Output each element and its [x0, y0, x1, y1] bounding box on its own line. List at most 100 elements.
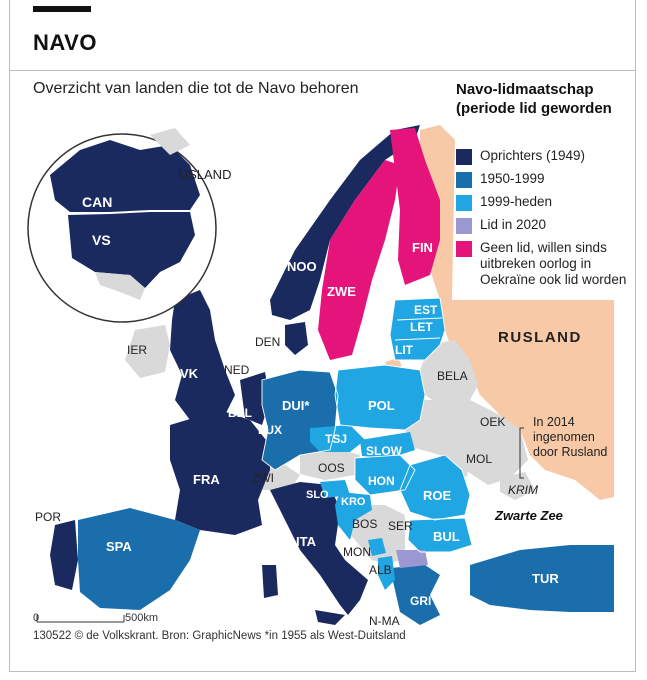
russia-region — [420, 125, 614, 500]
bulgaria-region — [408, 518, 472, 552]
label-ita: ITA — [296, 534, 317, 549]
north-macedonia-region — [396, 550, 428, 568]
source-footer: 130522 © de Volkskrant. Bron: GraphicNew… — [33, 630, 406, 642]
scale-zero: 0 — [33, 612, 40, 624]
label-rusland: RUSLAND — [498, 329, 582, 346]
legend-swatch — [456, 241, 472, 257]
label-black-sea: Zwarte Zee — [494, 508, 563, 523]
albania-region — [378, 556, 395, 590]
label-slow: SLOW — [366, 444, 403, 458]
italy-region — [270, 482, 368, 615]
label-spa: SPA — [106, 539, 132, 554]
scale-distance: 500km — [125, 612, 159, 624]
label-bos: BOS — [352, 517, 377, 531]
header-divider — [9, 70, 636, 71]
greenland-sliver — [150, 128, 190, 155]
legend-item-applicants: Geen lid, willen sinds uitbreken oorlog … — [456, 240, 632, 288]
label-ijsland: IJSLAND — [178, 167, 231, 182]
belarus-region — [420, 340, 478, 405]
label-vs: VS — [92, 232, 111, 248]
page-title: NAVO — [33, 30, 97, 55]
label-ser: SER — [388, 519, 413, 533]
norway-region — [270, 125, 420, 320]
crimea-annotation: In 2014 ingenomen door Rusland — [533, 415, 608, 459]
legend-label: Geen lid, willen sinds uitbreken oorlog … — [480, 240, 627, 287]
label-alb: ALB — [369, 563, 392, 577]
scale-bar — [36, 615, 125, 623]
turkey-region — [470, 545, 614, 612]
poland-region — [335, 365, 425, 430]
legend-label: Oprichters (1949) — [480, 148, 586, 163]
hungary-region — [355, 455, 415, 495]
montenegro-region — [368, 538, 386, 556]
sweden-region — [318, 160, 400, 360]
sardinia-region — [262, 565, 278, 598]
legend-title: Navo-lidmaatschap (periode lid geworden — [456, 81, 612, 117]
label-hon: HON — [368, 474, 395, 488]
label-pol: POL — [368, 398, 395, 413]
label-est: EST — [414, 303, 438, 317]
crimea-region — [500, 472, 535, 500]
label-mon: MON — [343, 545, 371, 559]
label-let: LET — [410, 320, 433, 334]
baltics-region — [390, 298, 445, 360]
label-bel: BEL — [228, 406, 252, 420]
label-ier: IER — [127, 343, 147, 357]
scale-labels: 0 500km — [33, 612, 158, 624]
legend-swatch — [456, 218, 472, 234]
denmark-region — [285, 322, 308, 355]
legend-item-1999-heden: 1999-heden — [456, 194, 632, 211]
label-por: POR — [35, 510, 61, 524]
label-roe: ROE — [423, 488, 452, 503]
canada-region — [50, 140, 200, 212]
label-noo: NOO — [287, 259, 317, 274]
spain-region — [78, 508, 200, 610]
portugal-region — [50, 520, 78, 590]
label-n-ma: N-MA — [369, 614, 400, 628]
legend-item-founders: Oprichters (1949) — [456, 148, 632, 165]
sicily-region — [315, 610, 345, 625]
top-accent-bar — [33, 6, 91, 12]
mexico-region — [95, 272, 145, 300]
slovakia-region — [360, 432, 415, 458]
label-krim: KRIM — [508, 483, 538, 497]
croatia-region — [335, 492, 372, 540]
label-fin: FIN — [412, 240, 433, 255]
ukraine-region — [405, 400, 528, 485]
label-lux: LUX — [258, 423, 282, 437]
legend: Oprichters (1949) 1950-1999 1999-heden L… — [456, 148, 632, 294]
czechia-region — [310, 425, 365, 452]
legend-item-2020: Lid in 2020 — [456, 217, 632, 234]
label-zwi: ZWI — [252, 471, 274, 485]
austria-region — [300, 448, 360, 480]
legend-swatch — [456, 149, 472, 165]
ireland-region — [125, 325, 170, 378]
legend-swatch — [456, 195, 472, 211]
legend-label: Lid in 2020 — [480, 217, 547, 232]
balkans-nonmember-region — [340, 505, 405, 565]
label-bul: BUL — [433, 529, 460, 544]
label-ned: NED — [224, 363, 250, 377]
greece-region — [390, 565, 440, 625]
label-can: CAN — [82, 194, 112, 210]
legend-item-1950-1999: 1950-1999 — [456, 171, 632, 188]
uk-region — [170, 290, 235, 420]
crimea-note-bracket — [519, 427, 524, 479]
usa-region — [68, 212, 195, 288]
label-tsj: TSJ — [325, 432, 347, 446]
label-oos: OOS — [318, 461, 345, 475]
label-kro: KRO — [341, 496, 366, 508]
label-oek: OEK — [480, 415, 505, 429]
legend-swatch — [456, 172, 472, 188]
label-lit: LIT — [395, 343, 414, 357]
label-slo: SLO — [306, 489, 329, 501]
label-zwe: ZWE — [327, 284, 356, 299]
label-gri: GRI — [410, 594, 431, 608]
label-fra: FRA — [193, 472, 220, 487]
label-mol: MOL — [466, 452, 492, 466]
map-subtitle: Overzicht van landen die tot de Navo beh… — [33, 80, 359, 97]
romania-region — [400, 455, 470, 520]
france-region — [170, 410, 270, 535]
label-tur: TUR — [532, 571, 559, 586]
